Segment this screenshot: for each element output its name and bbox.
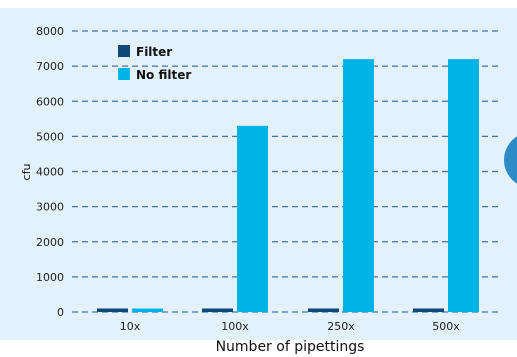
legend-label: No filter <box>136 68 191 82</box>
x-axis-ticks: 10x 100x 250x 500x <box>120 320 460 333</box>
bar-filter <box>202 308 233 312</box>
legend-swatch <box>118 68 130 80</box>
x-axis-label: Number of pipettings <box>216 339 365 355</box>
bars <box>97 59 479 313</box>
bar-no-filter <box>132 308 163 312</box>
y-tick-label: 4000 <box>36 166 64 179</box>
legend-label: Filter <box>136 45 172 59</box>
x-tick-label: 250x <box>327 320 355 333</box>
y-tick-label: 3000 <box>36 201 64 214</box>
bar-no-filter <box>448 59 479 312</box>
legend-swatch <box>118 45 130 57</box>
y-tick-label: 1000 <box>36 271 64 284</box>
bar-filter <box>308 308 339 312</box>
y-tick-label: 2000 <box>36 236 64 249</box>
y-tick-label: 7000 <box>36 60 64 73</box>
x-tick-label: 100x <box>221 320 249 333</box>
y-tick-label: 8000 <box>36 25 64 38</box>
grid-lines <box>72 30 500 313</box>
y-tick-label: 0 <box>57 306 64 319</box>
bar-filter <box>413 308 444 312</box>
y-axis-ticks: 0 1000 2000 3000 4000 5000 6000 7000 8000 <box>36 25 64 319</box>
x-tick-label: 500x <box>432 320 460 333</box>
bar-filter <box>97 308 128 312</box>
y-tick-label: 6000 <box>36 95 64 108</box>
legend: Filter No filter <box>118 45 191 82</box>
x-tick-label: 10x <box>120 320 141 333</box>
y-axis-label: cfu <box>20 164 33 181</box>
bar-no-filter <box>237 125 268 313</box>
decorative-circle <box>504 136 517 184</box>
y-tick-label: 5000 <box>36 130 64 143</box>
bar-no-filter <box>343 59 374 312</box>
